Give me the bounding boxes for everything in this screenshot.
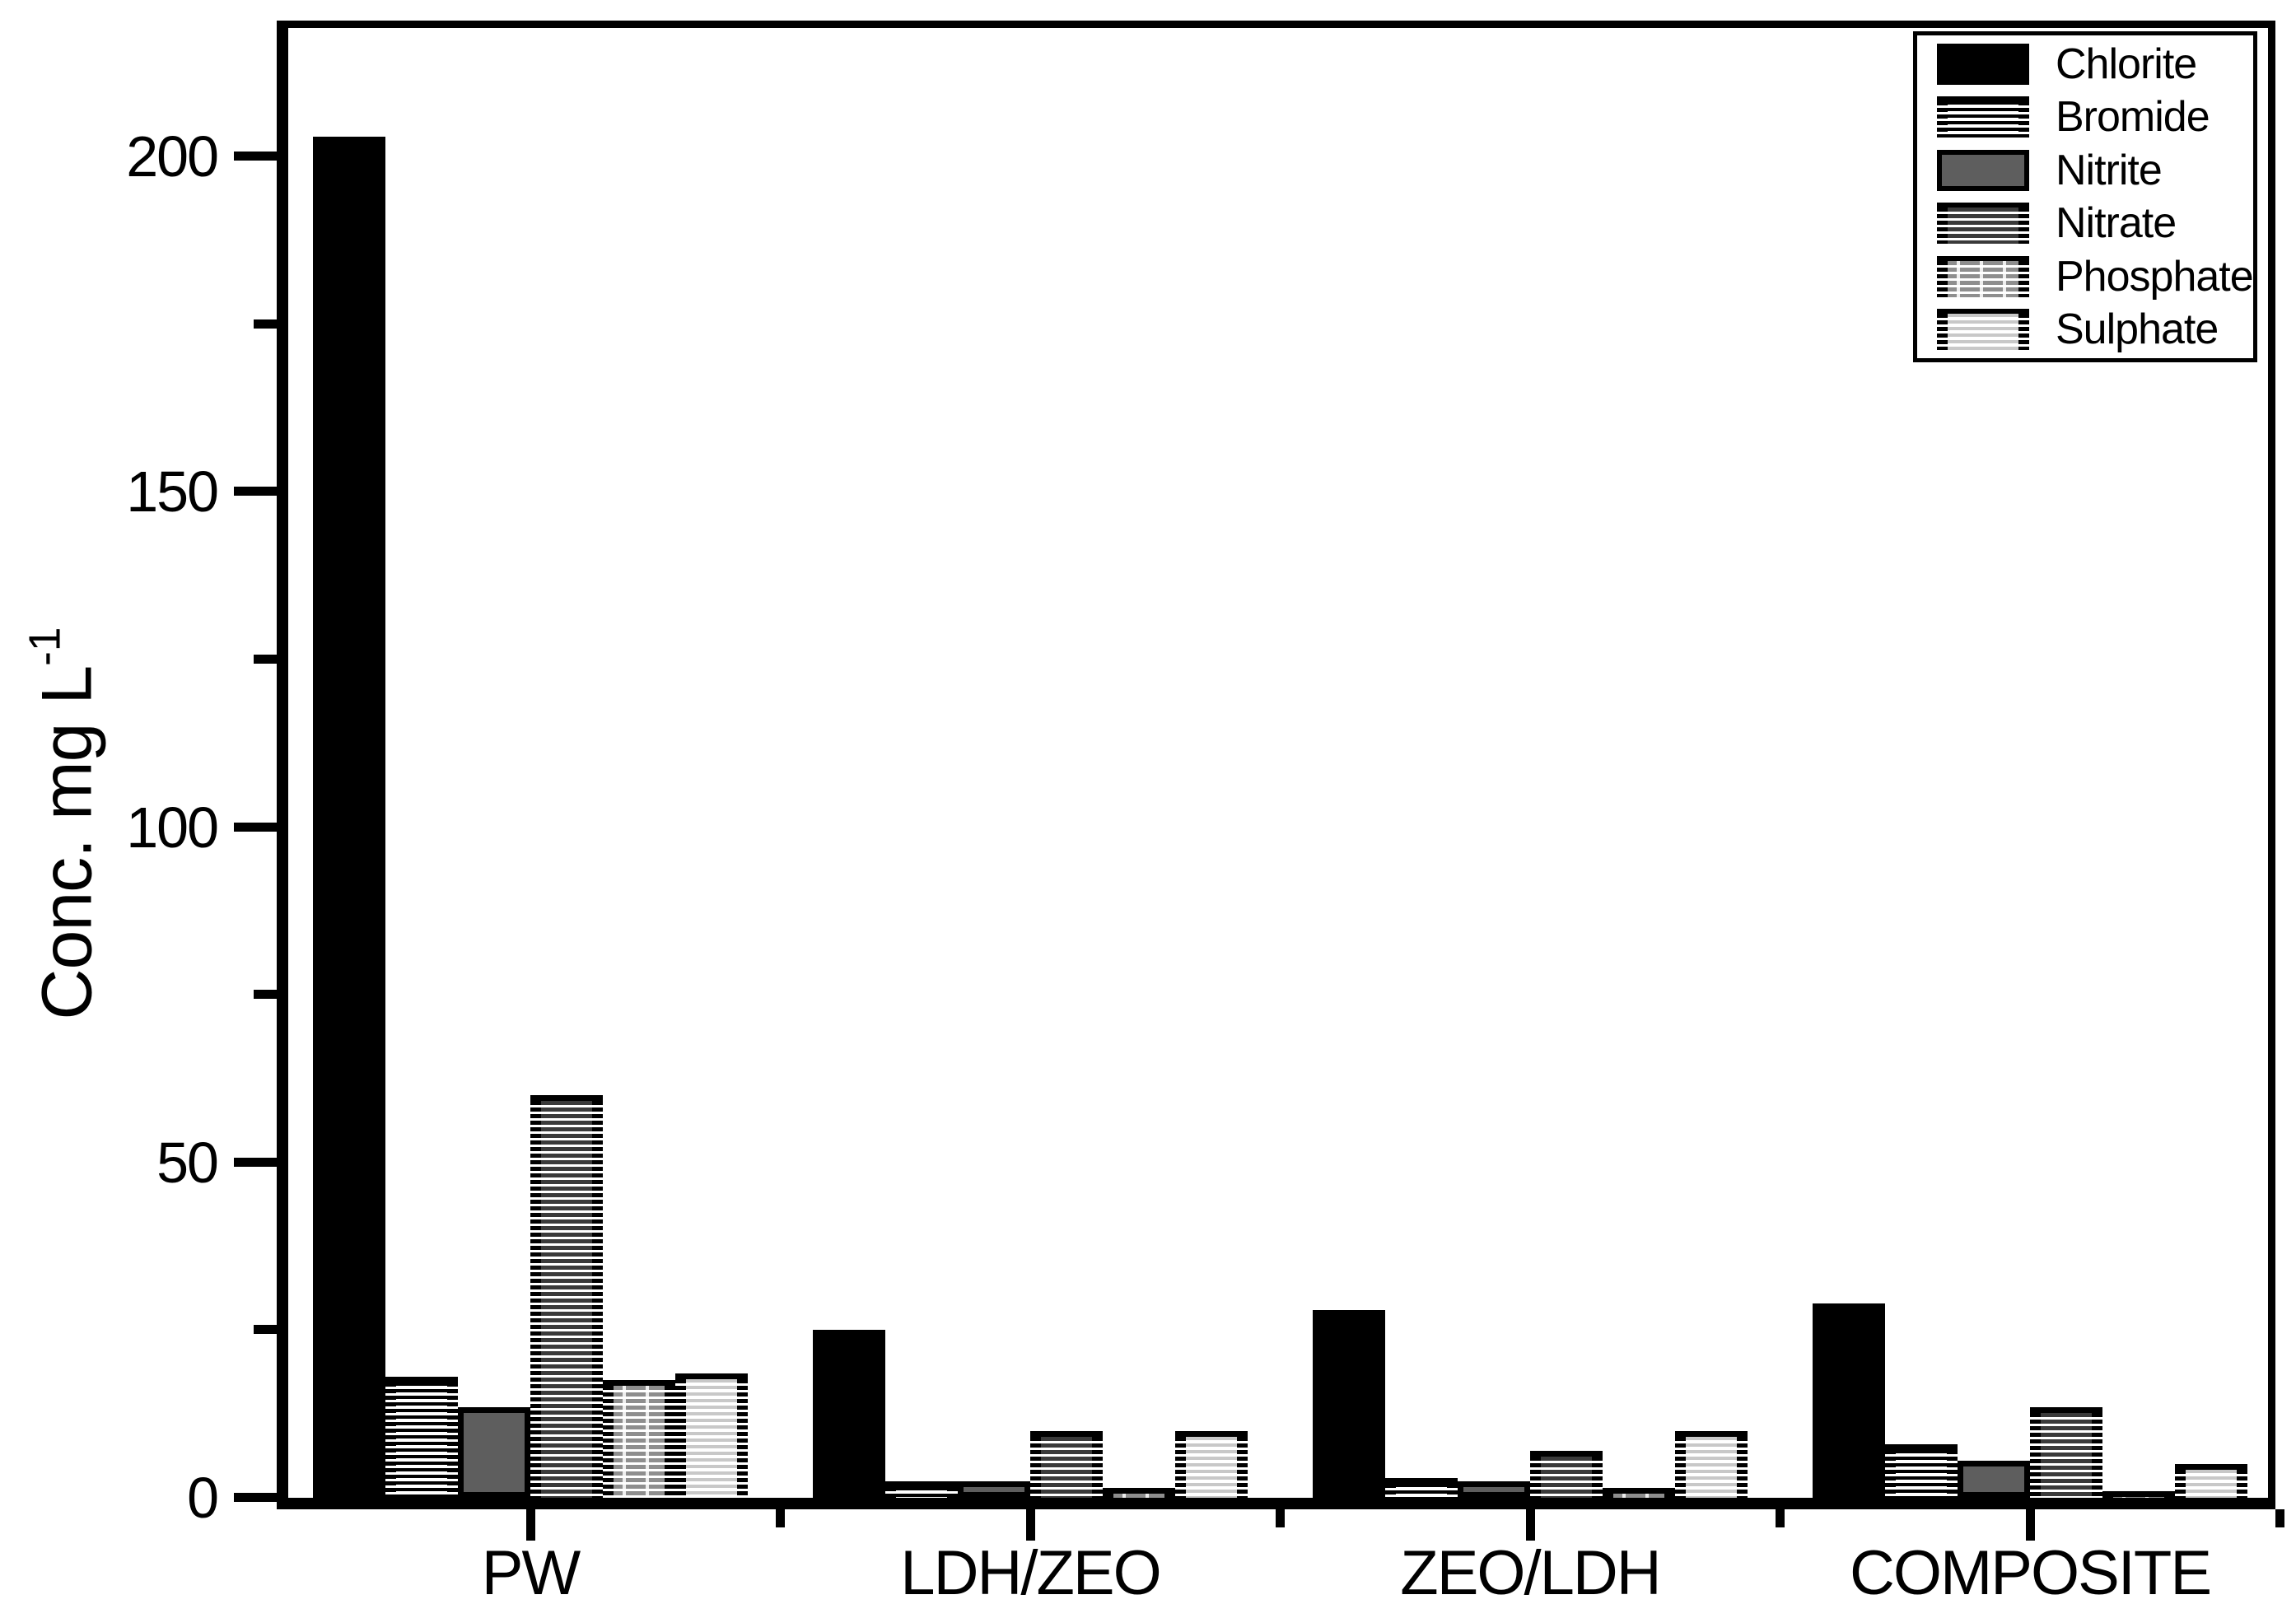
bar-phosphate <box>603 1380 675 1498</box>
y-axis-minor-tick <box>254 1325 277 1335</box>
bar-phosphate <box>2102 1490 2175 1498</box>
bar-nitrate <box>1530 1451 1603 1498</box>
legend-item-sulphate: Sulphate <box>1937 305 2253 354</box>
y-axis-major-tick <box>234 487 277 497</box>
bar-nitrite <box>1958 1461 2030 1498</box>
y-axis-major-tick <box>234 1493 277 1502</box>
chlorite-pattern-swatch-icon <box>1937 43 2029 85</box>
legend-item-bromide: Bromide <box>1937 92 2253 142</box>
x-axis-minor-tick <box>2275 1509 2284 1527</box>
x-axis-category-label: ZEO/LDH <box>1400 1538 1661 1608</box>
y-axis-tick-label: 150 <box>126 459 219 525</box>
y-axis-tick-label: 50 <box>156 1130 219 1195</box>
legend-label-bromide: Bromide <box>2056 93 2210 142</box>
bar-phosphate <box>1603 1487 1675 1498</box>
x-axis-category-label: LDH/ZEO <box>900 1538 1161 1608</box>
bromide-pattern-swatch-icon <box>1937 96 2029 138</box>
bar-bromide <box>385 1377 458 1498</box>
x-axis-minor-tick <box>1776 1509 1785 1527</box>
bar-group-zeo-ldh <box>1313 1309 1748 1498</box>
y-axis-major-tick <box>234 822 277 832</box>
bar-phosphate <box>1103 1487 1175 1498</box>
x-axis-major-tick <box>1526 1509 1535 1541</box>
y-axis-minor-tick <box>254 319 277 329</box>
bar-chlorite <box>1313 1309 1385 1498</box>
x-axis-category-label: PW <box>481 1538 581 1608</box>
bar-nitrate <box>530 1095 603 1498</box>
legend-label-nitrite: Nitrite <box>2056 146 2163 194</box>
bar-sulphate <box>2175 1464 2247 1498</box>
y-axis-tick-label: 0 <box>187 1466 219 1530</box>
bar-nitrite <box>958 1480 1030 1498</box>
bar-nitrate <box>2030 1407 2102 1498</box>
legend-label-nitrate: Nitrate <box>2056 199 2177 248</box>
bar-sulphate <box>1175 1430 1248 1498</box>
legend-item-nitrate: Nitrate <box>1937 198 2253 248</box>
y-axis-minor-tick <box>254 654 277 664</box>
legend-item-phosphate: Phosphate <box>1937 252 2254 301</box>
x-axis-major-tick <box>526 1509 535 1541</box>
bar-sulphate <box>675 1373 748 1498</box>
legend-label-chlorite: Chlorite <box>2056 40 2197 88</box>
bar-group-ldh-zeo <box>813 1330 1248 1498</box>
bar-sulphate <box>1675 1430 1748 1498</box>
phosphate-pattern-swatch-icon <box>1937 255 2029 297</box>
legend-item-chlorite: Chlorite <box>1937 40 2253 89</box>
y-axis-major-tick <box>234 152 277 161</box>
legend-label-phosphate: Phosphate <box>2056 252 2254 301</box>
legend-item-nitrite: Nitrite <box>1937 146 2253 195</box>
y-axis-major-tick <box>234 1157 277 1167</box>
y-axis-tick-label: 200 <box>126 124 219 189</box>
x-axis-minor-tick <box>1276 1509 1285 1527</box>
bar-bromide <box>885 1480 958 1498</box>
bar-group-composite <box>1813 1303 2247 1498</box>
y-axis-tick-label: 100 <box>126 795 219 860</box>
bar-nitrite <box>1458 1480 1530 1498</box>
x-axis-category-label: COMPOSITE <box>1849 1538 2212 1608</box>
x-axis-major-tick <box>2026 1509 2035 1541</box>
legend-label-sulphate: Sulphate <box>2056 305 2219 354</box>
bar-nitrite <box>458 1407 530 1498</box>
bar-group-pw <box>313 136 748 1498</box>
x-axis-major-tick <box>1026 1509 1035 1541</box>
bar-chlorite <box>313 136 385 1498</box>
bar-bromide <box>1385 1477 1458 1498</box>
y-axis-minor-tick <box>254 990 277 1000</box>
bar-nitrate <box>1030 1430 1103 1498</box>
x-axis-minor-tick <box>776 1509 785 1527</box>
sulphate-pattern-swatch-icon <box>1937 309 2029 351</box>
bar-chlorite <box>1813 1303 1885 1498</box>
legend-box: Chlorite Bromide Nitrite Nitrate Phosphate Su… <box>1913 31 2257 362</box>
bar-bromide <box>1885 1443 1958 1498</box>
nitrate-pattern-swatch-icon <box>1937 203 2029 245</box>
y-axis-title-superscript: -1 <box>21 627 70 666</box>
plot-area: 0 50 100 150 200 PW LDH/ZEO ZEO/LDH COMPOSITE <box>126 28 2284 1608</box>
nitrite-pattern-swatch-icon <box>1937 149 2029 191</box>
bar-chlorite <box>813 1330 885 1498</box>
